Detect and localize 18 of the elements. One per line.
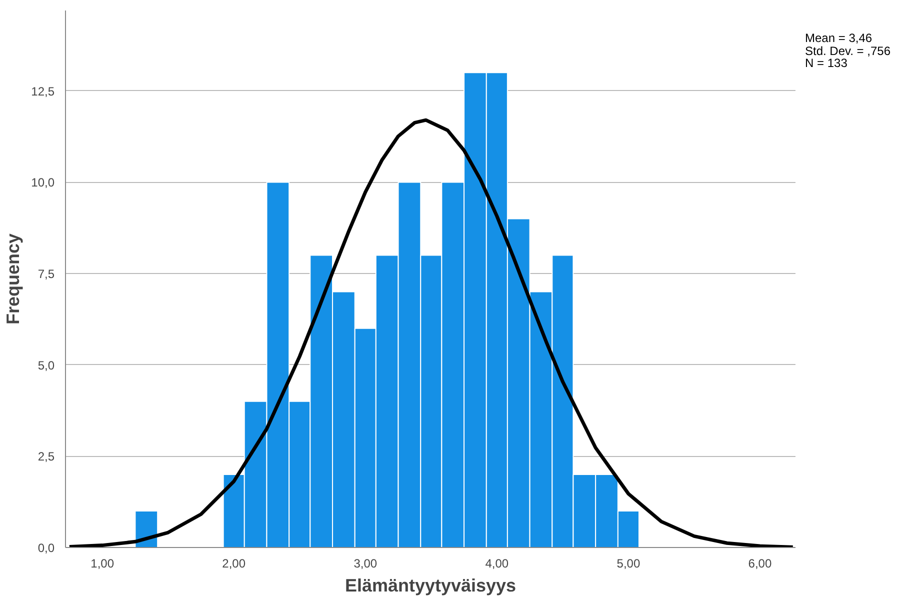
x-tick-label: 5,00	[616, 556, 640, 570]
x-tick-label: 4,00	[485, 556, 509, 570]
x-axis-title: Elämäntyytyväisyys	[344, 576, 516, 596]
x-tick-label: 3,00	[354, 556, 378, 570]
y-tick-label: 12,5	[31, 84, 55, 98]
text: N = 133	[805, 56, 848, 70]
y-tick-label: 2,5	[38, 450, 55, 464]
line-series	[68, 118, 795, 548]
y-tick-label: 10,0	[31, 176, 55, 190]
text: Mean = 3,46	[805, 31, 872, 45]
y-tick-label: 7,5	[38, 267, 55, 282]
x-tick-label: 2,00	[222, 556, 246, 570]
y-tick-label: 5,0	[38, 358, 55, 372]
y-tick-label: 0,0	[38, 541, 55, 555]
x-tick-label: 6,00	[748, 556, 772, 570]
x-tick-label: 1,00	[90, 556, 114, 570]
text: Std. Dev. = ,756	[805, 44, 890, 58]
y-axis-title: Frequency	[3, 233, 24, 325]
